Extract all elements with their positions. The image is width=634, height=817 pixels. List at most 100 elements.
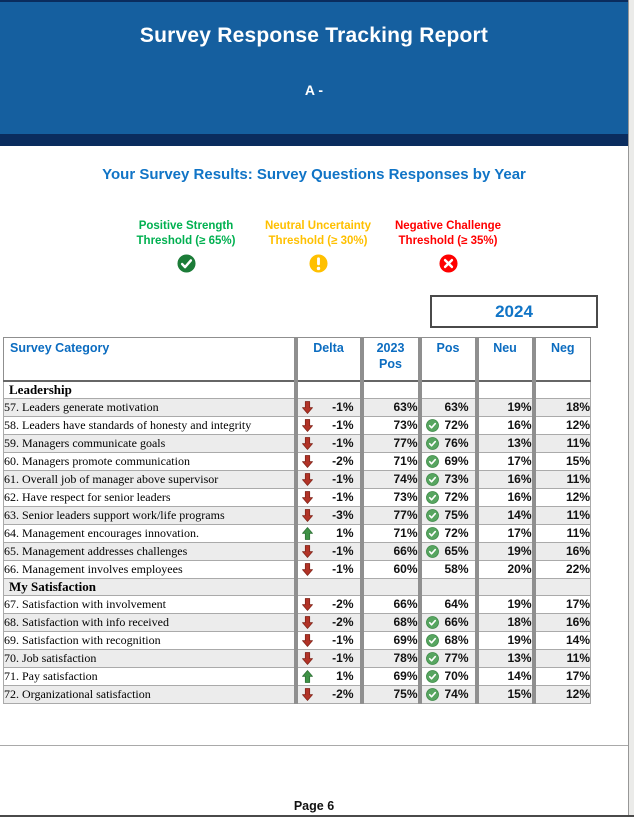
- pos-cell: 68%: [417, 630, 477, 650]
- neu-cell: 15%: [474, 684, 534, 704]
- year-box: 2024: [430, 295, 598, 328]
- threshold-neutral: Neutral Uncertainty Threshold (≥ 30%): [238, 219, 398, 273]
- neu-cell: 19%: [474, 630, 534, 650]
- page-number: Page 6: [293, 799, 335, 813]
- threshold-label: Positive Strength Threshold (≥ 65%): [136, 220, 236, 247]
- delta-value: -1%: [332, 436, 354, 450]
- neg-cell: 18%: [531, 397, 591, 417]
- table-row: 61. Overall job of manager above supervi…: [3, 469, 591, 489]
- pos-cell: 64%: [417, 594, 477, 614]
- pos-value: 72%: [444, 490, 469, 504]
- arrow-down-icon: [301, 454, 315, 468]
- category-cell: 63. Senior leaders support work/life pro…: [3, 505, 296, 525]
- neu-cell: 16%: [474, 487, 534, 507]
- check-circle-icon: [425, 472, 439, 486]
- column-header-pos: Pos: [417, 337, 477, 382]
- table-row: 65. Management addresses challenges -1% 66…: [3, 541, 591, 561]
- banner-divider: [0, 134, 628, 146]
- category-cell: 57. Leaders generate motivation: [3, 397, 296, 417]
- neu-cell: 19%: [474, 541, 534, 561]
- delta-value: -2%: [332, 687, 354, 701]
- neu-cell: 13%: [474, 648, 534, 668]
- delta-cell: -2%: [293, 594, 362, 614]
- page-break-line: [0, 745, 628, 746]
- check-circle-icon: [425, 454, 439, 468]
- pos-value: 66%: [444, 615, 469, 629]
- arrow-down-icon: [301, 562, 315, 576]
- pos-2023-cell: 69%: [359, 630, 420, 650]
- neu-cell: 16%: [474, 469, 534, 489]
- arrow-down-icon: [301, 508, 315, 522]
- category-cell: 67. Satisfaction with involvement: [3, 594, 296, 614]
- table-row: 58. Leaders have standards of honesty an…: [3, 415, 591, 435]
- pos-2023-cell: 77%: [359, 433, 420, 453]
- column-header-neu: Neu: [474, 337, 534, 382]
- table-row: 59. Managers communicate goals -1% 77% 76% 1…: [3, 433, 591, 453]
- threshold-negative: Negative Challenge Threshold (≥ 35%): [368, 219, 528, 273]
- neg-cell: 11%: [531, 523, 591, 543]
- pos-value: 75%: [444, 508, 469, 522]
- arrow-down-icon: [301, 544, 315, 558]
- delta-cell: -1%: [293, 469, 362, 489]
- check-circle-icon: [425, 615, 439, 629]
- pos-cell: 66%: [417, 612, 477, 632]
- delta-cell: -2%: [293, 612, 362, 632]
- pos-cell: 63%: [417, 397, 477, 417]
- empty-cell: [474, 577, 534, 596]
- delta-cell: -1%: [293, 487, 362, 507]
- table-row: 67. Satisfaction with involvement -2% 66% 6…: [3, 594, 591, 614]
- pos-cell: 70%: [417, 666, 477, 686]
- neg-cell: 12%: [531, 684, 591, 704]
- check-circle-icon: [425, 633, 439, 647]
- table-row: 71. Pay satisfaction 1% 69% 70% 14% 17%: [3, 666, 591, 686]
- neu-cell: 13%: [474, 433, 534, 453]
- pos-value: 74%: [444, 687, 469, 701]
- category-cell: 59. Managers communicate goals: [3, 433, 296, 453]
- pos-2023-cell: 71%: [359, 523, 420, 543]
- neg-cell: 16%: [531, 541, 591, 561]
- section-label: My Satisfaction: [3, 577, 296, 596]
- table-row: 63. Senior leaders support work/life pro…: [3, 505, 591, 525]
- report-banner: Survey Response Tracking Report A -: [0, 0, 628, 134]
- survey-results-table: Survey Category Delta 2023 Pos Pos Neu N…: [3, 337, 591, 704]
- arrow-up-icon: [301, 526, 315, 540]
- delta-cell: -1%: [293, 397, 362, 417]
- neu-cell: 14%: [474, 505, 534, 525]
- neu-cell: 19%: [474, 594, 534, 614]
- neu-cell: 17%: [474, 451, 534, 471]
- pos-cell: 77%: [417, 648, 477, 668]
- pos-value: 64%: [444, 597, 469, 611]
- pos-2023-cell: 73%: [359, 415, 420, 435]
- arrow-down-icon: [301, 472, 315, 486]
- delta-value: -1%: [332, 400, 354, 414]
- pos-value: 70%: [444, 669, 469, 683]
- check-circle-icon: [425, 687, 439, 701]
- delta-value: -1%: [332, 544, 354, 558]
- delta-value: 1%: [336, 526, 354, 540]
- table-row: 70. Job satisfaction -1% 78% 77% 13% 11%: [3, 648, 591, 668]
- pos-2023-cell: 74%: [359, 469, 420, 489]
- check-circle-icon: [425, 418, 439, 432]
- table-row: 57. Leaders generate motivation -1% 63% 63%…: [3, 397, 591, 417]
- pos-2023-cell: 71%: [359, 451, 420, 471]
- section-row: Leadership: [3, 380, 591, 399]
- delta-value: -2%: [332, 454, 354, 468]
- pos-value: 77%: [444, 651, 469, 665]
- empty-cell: [417, 577, 477, 596]
- pos-value: 72%: [444, 526, 469, 540]
- category-cell: 64. Management encourages innovation.: [3, 523, 296, 543]
- delta-cell: -1%: [293, 630, 362, 650]
- pos-cell: 76%: [417, 433, 477, 453]
- check-circle-icon: [425, 490, 439, 504]
- pos-cell: 73%: [417, 469, 477, 489]
- category-cell: 71. Pay satisfaction: [3, 666, 296, 686]
- neu-cell: 18%: [474, 612, 534, 632]
- pos-2023-cell: 60%: [359, 559, 420, 579]
- delta-cell: -1%: [293, 541, 362, 561]
- neg-cell: 15%: [531, 451, 591, 471]
- empty-cell: [293, 577, 362, 596]
- check-circle-icon: [176, 254, 196, 273]
- delta-cell: -1%: [293, 415, 362, 435]
- neg-cell: 12%: [531, 487, 591, 507]
- neg-cell: 22%: [531, 559, 591, 579]
